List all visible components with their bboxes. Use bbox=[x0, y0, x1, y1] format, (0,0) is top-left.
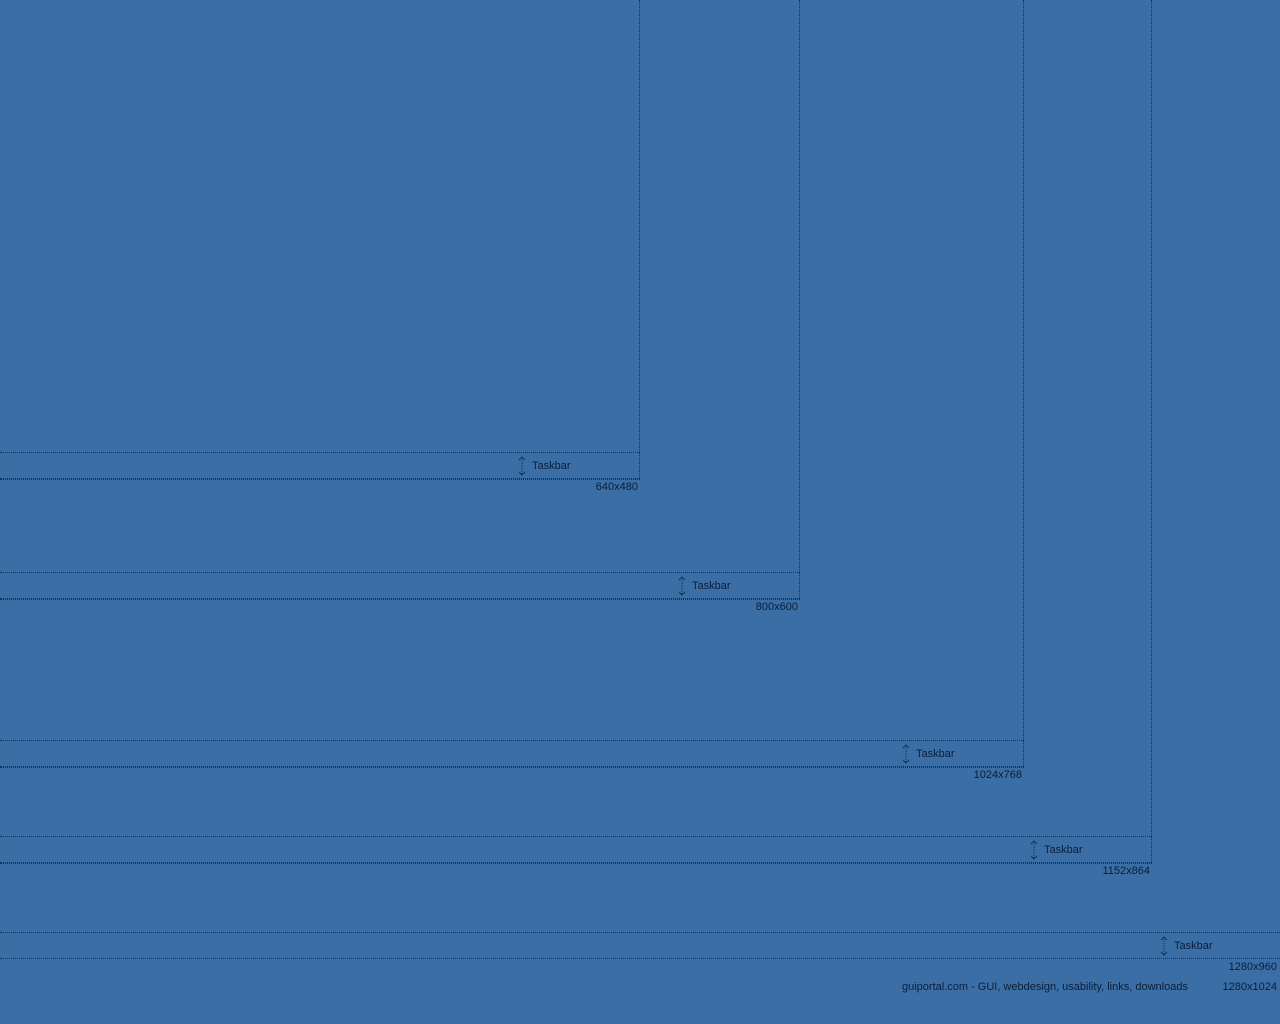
resolution-label-800x600: 800x600 bbox=[755, 601, 798, 613]
resolution-label-1024x768: 1024x768 bbox=[973, 769, 1022, 781]
taskbar-marker-640x480: Taskbar bbox=[517, 452, 571, 479]
resolution-frame-1024x768 bbox=[0, 0, 1024, 768]
resolution-frame-800x600 bbox=[0, 0, 800, 600]
resolution-label-640x480: 640x480 bbox=[595, 481, 638, 493]
taskbar-label: Taskbar bbox=[692, 579, 731, 592]
taskbar-marker-1280x960: Taskbar bbox=[1159, 932, 1213, 959]
resolution-label-1280x960: 1280x960 bbox=[1228, 961, 1277, 973]
taskbar-marker-1024x768: Taskbar bbox=[901, 740, 955, 767]
taskbar-1280x960 bbox=[0, 932, 1280, 959]
taskbar-label: Taskbar bbox=[532, 459, 571, 472]
resize-vertical-icon bbox=[902, 743, 910, 764]
taskbar-1024x768 bbox=[0, 740, 1024, 767]
taskbar-1152x864 bbox=[0, 836, 1152, 863]
taskbar-label: Taskbar bbox=[916, 747, 955, 760]
resolution-frame-1152x864 bbox=[0, 0, 1152, 864]
taskbar-label: Taskbar bbox=[1044, 843, 1083, 856]
resize-vertical-icon bbox=[518, 455, 526, 476]
resize-vertical-icon bbox=[1160, 935, 1168, 956]
resize-vertical-icon bbox=[1030, 839, 1038, 860]
taskbar-marker-800x600: Taskbar bbox=[677, 572, 731, 599]
taskbar-640x480 bbox=[0, 452, 640, 479]
site-credit: guiportal.com - GUI, webdesign, usabilit… bbox=[902, 981, 1188, 993]
taskbar-marker-1152x864: Taskbar bbox=[1029, 836, 1083, 863]
taskbar-800x600 bbox=[0, 572, 800, 599]
resize-vertical-icon bbox=[678, 575, 686, 596]
resolution-frame-640x480 bbox=[0, 0, 640, 480]
resolution-label-1152x864: 1152x864 bbox=[1102, 865, 1150, 877]
taskbar-label: Taskbar bbox=[1174, 939, 1213, 952]
resolution-label-1280x1024: 1280x1024 bbox=[1222, 981, 1277, 993]
